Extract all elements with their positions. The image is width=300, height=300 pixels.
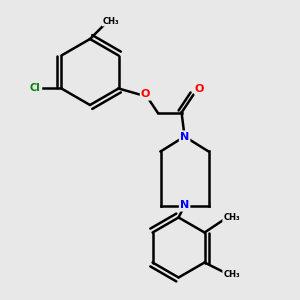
- Text: N: N: [180, 131, 189, 142]
- Text: N: N: [180, 200, 189, 211]
- Text: CH₃: CH₃: [223, 270, 240, 279]
- Text: CH₃: CH₃: [103, 16, 119, 26]
- Text: O: O: [141, 89, 150, 100]
- Text: CH₃: CH₃: [223, 213, 240, 222]
- Text: O: O: [195, 83, 204, 94]
- Text: Cl: Cl: [29, 83, 40, 94]
